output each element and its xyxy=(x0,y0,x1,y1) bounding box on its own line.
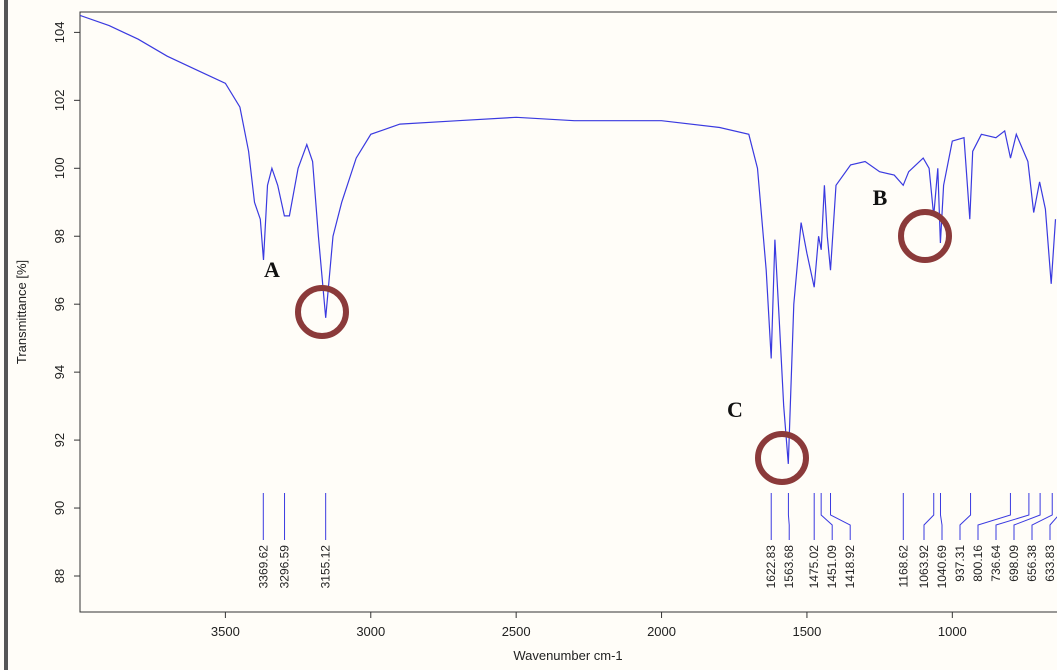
peak-label: 1563.68 xyxy=(782,545,796,589)
x-tick-label: 2000 xyxy=(647,624,676,639)
y-tick-label: 92 xyxy=(52,433,67,447)
y-tick-label: 94 xyxy=(52,365,67,379)
y-tick-label: 104 xyxy=(52,22,67,44)
peak-label: 1063.92 xyxy=(917,545,931,589)
peak-label: 1622.83 xyxy=(764,545,778,589)
peak-label: 698.09 xyxy=(1007,545,1021,582)
peak-marker xyxy=(820,493,833,540)
peak-label: 633.83 xyxy=(1043,545,1057,582)
annotation-circle xyxy=(295,285,349,339)
peak-marker xyxy=(787,493,790,540)
annotation: B xyxy=(873,185,888,210)
peak-label: 3369.62 xyxy=(256,545,270,589)
y-tick-label: 88 xyxy=(52,569,67,583)
peak-marker xyxy=(830,493,851,540)
x-tick-label: 3500 xyxy=(211,624,240,639)
y-tick-label: 98 xyxy=(52,229,67,243)
y-tick-label: 96 xyxy=(52,297,67,311)
annotation-circle xyxy=(755,431,809,485)
peak-label: 1168.62 xyxy=(896,545,910,588)
y-tick-label: 90 xyxy=(52,501,67,515)
peak-marker xyxy=(977,493,1011,540)
peak-label: 937.31 xyxy=(953,545,967,582)
peak-marker xyxy=(923,493,935,540)
annotation: C xyxy=(727,397,743,422)
peak-marker xyxy=(959,493,972,540)
peak-label: 736.64 xyxy=(989,545,1003,582)
y-tick-label: 100 xyxy=(52,157,67,179)
peak-marker xyxy=(1013,493,1041,540)
plot-frame xyxy=(79,11,1057,613)
peak-label: 3296.59 xyxy=(278,545,292,589)
peak-label: 1418.92 xyxy=(843,545,857,589)
peak-label: 1451.09 xyxy=(825,545,839,589)
x-tick-label: 1000 xyxy=(938,624,967,639)
annotation: A xyxy=(264,257,280,282)
peak-marker xyxy=(995,493,1030,540)
annotation-circle xyxy=(898,209,952,263)
x-tick-label: 2500 xyxy=(502,624,531,639)
peak-label: 800.16 xyxy=(971,545,985,582)
peak-label: 1475.02 xyxy=(807,545,821,589)
x-tick-label: 3000 xyxy=(356,624,385,639)
peak-marker xyxy=(1049,516,1057,540)
left-bar xyxy=(4,0,8,670)
peak-marker xyxy=(939,493,943,540)
peak-marker xyxy=(1031,493,1053,540)
peak-label: 656.38 xyxy=(1025,545,1039,582)
x-axis-label: Wavenumber cm-1 xyxy=(513,648,622,663)
peak-label: 1040.69 xyxy=(935,545,949,589)
peak-label: 3155.12 xyxy=(319,545,333,589)
y-tick-label: 102 xyxy=(52,89,67,111)
y-axis-label: Transmittance [%] xyxy=(14,260,29,364)
x-tick-label: 1500 xyxy=(792,624,821,639)
